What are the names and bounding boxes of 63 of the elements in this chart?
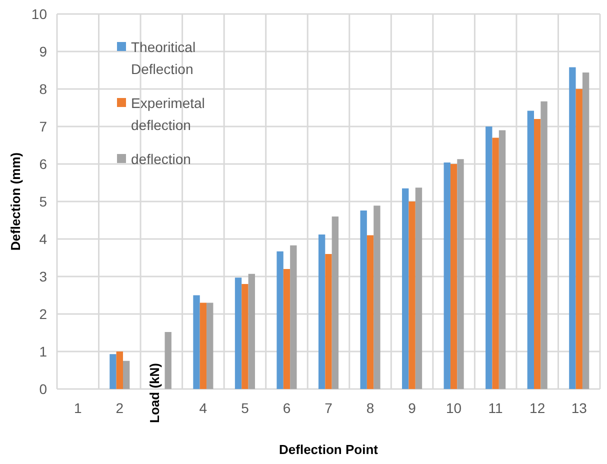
bar xyxy=(116,352,123,389)
x-tick-label: 1 xyxy=(74,400,82,416)
legend-label: Experimetal deflection xyxy=(131,95,205,133)
y-tick-label: 1 xyxy=(39,343,48,360)
y-tick-label: 5 xyxy=(39,193,48,210)
legend-label: deflection xyxy=(131,151,191,167)
annotation: Load (kN) xyxy=(147,363,162,423)
bar xyxy=(234,278,242,389)
bar xyxy=(122,360,130,389)
y-axis-title: Deflection (mm) xyxy=(8,152,23,251)
x-tick-label: 2 xyxy=(116,400,124,416)
bar xyxy=(576,89,582,389)
bar xyxy=(498,130,506,389)
x-tick-label: 8 xyxy=(366,400,374,416)
x-tick-label: 4 xyxy=(199,400,208,416)
bar xyxy=(402,188,409,389)
x-tick-label: 7 xyxy=(324,400,333,416)
bar xyxy=(457,159,464,389)
y-tick-label: 10 xyxy=(31,6,48,22)
x-tick-label: 12 xyxy=(530,400,546,416)
bar xyxy=(582,72,590,389)
y-tick-label: 6 xyxy=(39,156,48,172)
bar xyxy=(242,284,248,389)
y-tick-label: 2 xyxy=(39,306,48,322)
y-tick-label: 4 xyxy=(39,230,48,247)
x-tick-label: 6 xyxy=(282,400,291,416)
bar xyxy=(193,295,200,389)
bar xyxy=(200,302,207,389)
x-tick-label: 13 xyxy=(571,400,588,416)
bar xyxy=(290,245,297,389)
y-tick-label: 0 xyxy=(39,380,48,397)
bar xyxy=(534,119,541,389)
bar xyxy=(248,274,255,389)
bar xyxy=(164,332,172,389)
bar xyxy=(360,210,367,389)
bar xyxy=(276,251,284,389)
bar xyxy=(415,188,422,389)
bar xyxy=(110,354,116,389)
legend-label: Theoritical Deflection xyxy=(131,39,196,77)
x-tick-label: 5 xyxy=(241,400,250,416)
bar xyxy=(408,202,416,389)
bar xyxy=(332,216,339,389)
bar xyxy=(444,162,450,389)
bar xyxy=(325,254,332,389)
y-tick-label: 3 xyxy=(39,268,48,284)
x-axis-title: Deflection Point xyxy=(279,442,379,457)
y-tick-label: 8 xyxy=(39,80,48,97)
y-tick-label: 7 xyxy=(39,118,48,134)
bar xyxy=(318,234,326,389)
bar xyxy=(374,206,380,389)
bar xyxy=(206,302,214,389)
x-tick-label: 9 xyxy=(408,400,416,416)
bar xyxy=(486,126,492,389)
bar xyxy=(450,164,458,389)
bar xyxy=(283,269,290,389)
bar xyxy=(492,138,499,389)
bar xyxy=(569,67,576,389)
bar xyxy=(527,110,534,389)
bar xyxy=(366,235,374,389)
y-tick-label: 9 xyxy=(39,43,48,60)
bar xyxy=(540,101,548,389)
x-tick-label: 11 xyxy=(488,400,504,416)
x-tick-label: 10 xyxy=(446,400,462,416)
